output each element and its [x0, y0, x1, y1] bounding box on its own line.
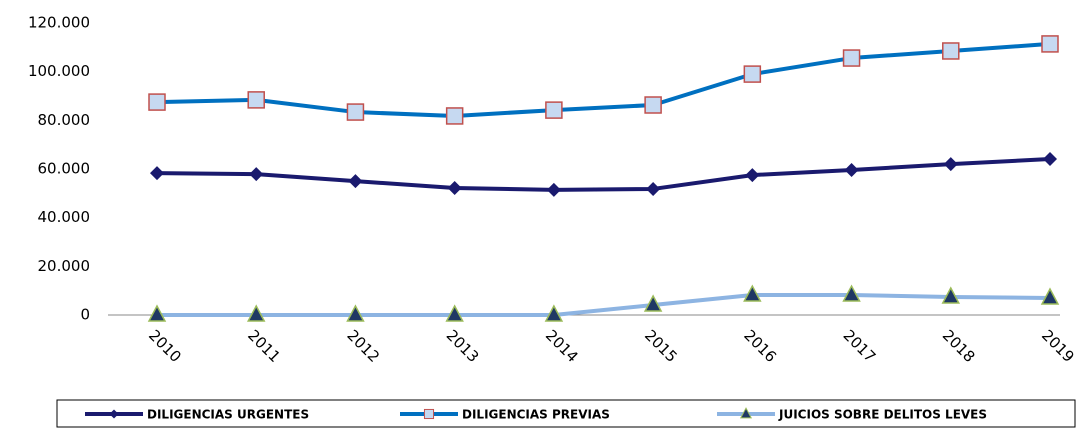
y-tick-label: 20.000: [38, 257, 91, 275]
x-tick-label: 2014: [542, 326, 582, 366]
marker: [943, 157, 958, 172]
marker: [1040, 287, 1060, 305]
marker: [545, 101, 563, 119]
marker: [546, 182, 561, 197]
legend-label: DILIGENCIAS URGENTES: [147, 408, 309, 422]
marker: [346, 304, 365, 322]
marker: [544, 304, 564, 322]
x-tick-label: 2019: [1038, 326, 1078, 366]
y-tick-label: 60.000: [38, 160, 91, 178]
x-tick-label: 2010: [145, 326, 185, 366]
marker: [842, 49, 861, 67]
x-tick-label: 2018: [939, 326, 979, 366]
marker: [745, 168, 760, 183]
legend-box: [56, 399, 1076, 428]
marker: [346, 103, 365, 121]
series-line: [156, 41, 1051, 118]
series-line: [157, 293, 1051, 317]
x-tick-label: 2011: [244, 326, 284, 366]
marker: [246, 304, 266, 322]
legend-label: DILIGENCIAS PREVIAS: [462, 408, 610, 422]
marker: [842, 284, 861, 302]
x-tick-label: 2012: [343, 326, 383, 366]
x-tick-label: 2015: [641, 326, 681, 366]
x-tick-label: 2013: [443, 326, 483, 366]
marker: [644, 96, 662, 114]
marker: [147, 304, 167, 322]
legend-label: JUICIOS SOBRE DELITOS LEVES: [778, 408, 987, 422]
marker: [743, 65, 762, 83]
y-tick-label: 80.000: [38, 111, 91, 129]
marker: [445, 304, 464, 322]
marker: [249, 167, 264, 182]
marker: [445, 107, 464, 125]
y-tick-label: 0: [80, 306, 90, 324]
x-tick-label: 2016: [740, 326, 780, 366]
marker: [739, 407, 753, 419]
y-tick-label: 100.000: [28, 62, 90, 80]
marker: [423, 408, 435, 420]
marker: [148, 93, 166, 111]
y-tick-label: 120.000: [28, 14, 90, 32]
marker: [247, 91, 265, 109]
marker: [646, 181, 661, 196]
marker: [447, 180, 462, 195]
marker: [844, 162, 859, 177]
marker: [643, 294, 663, 312]
marker: [743, 284, 762, 302]
series-line: [156, 157, 1051, 192]
marker: [942, 42, 960, 60]
y-tick-label: 40.000: [38, 208, 91, 226]
marker: [941, 286, 961, 304]
marker: [1041, 35, 1059, 53]
marker: [348, 174, 363, 189]
x-tick-label: 2017: [840, 326, 880, 366]
marker: [1043, 152, 1057, 167]
marker: [150, 166, 164, 181]
